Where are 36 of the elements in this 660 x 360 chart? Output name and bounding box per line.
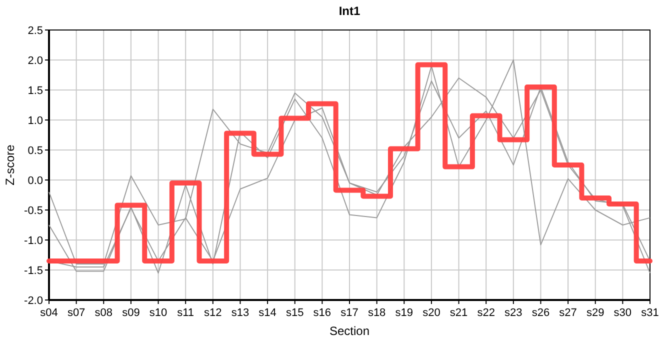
- x-tick-label: s30: [614, 307, 632, 319]
- x-tick-label: s22: [477, 307, 495, 319]
- y-tick-label: -2.0: [24, 294, 43, 307]
- x-tick-label: s31: [641, 307, 659, 319]
- y-tick-label: -1.0: [24, 234, 43, 247]
- x-tick-label: s10: [149, 307, 168, 319]
- x-tick-label: s04: [40, 307, 58, 319]
- y-tick-label: 2.0: [28, 54, 43, 67]
- y-tick-label: 1.5: [28, 84, 43, 97]
- x-tick-label: s21: [450, 307, 468, 319]
- x-tick-label: s23: [504, 307, 522, 319]
- y-tick-label: 1.0: [28, 114, 43, 127]
- x-tick-label: s14: [258, 307, 276, 319]
- x-axis-title: Section: [329, 324, 370, 338]
- x-tick-label: s09: [122, 307, 140, 319]
- y-tick-label: 0.5: [28, 144, 43, 157]
- x-tick-label: s20: [422, 307, 440, 319]
- x-tick-label: s11: [177, 307, 194, 319]
- x-tick-label: s17: [340, 307, 358, 319]
- x-tick-label: s26: [532, 307, 550, 319]
- x-tick-label: s18: [368, 307, 386, 319]
- y-tick-label: 2.5: [28, 24, 43, 37]
- x-tick-label: s07: [67, 307, 86, 319]
- x-tick-label: s27: [559, 307, 577, 319]
- x-tick-label: s15: [286, 307, 304, 319]
- y-tick-label: 0.0: [28, 174, 43, 187]
- chart-title: Int1: [338, 4, 360, 18]
- x-tick-label: s29: [586, 307, 604, 319]
- y-tick-label: -1.5: [24, 264, 43, 277]
- x-tick-label: s19: [395, 307, 414, 319]
- y-tick-label: -0.5: [24, 204, 43, 217]
- x-tick-label: s13: [231, 307, 250, 319]
- x-tick-label: s16: [313, 307, 332, 319]
- x-tick-label: s08: [94, 307, 113, 319]
- y-axis-title: Z-score: [3, 144, 17, 186]
- x-tick-label: s12: [204, 307, 222, 319]
